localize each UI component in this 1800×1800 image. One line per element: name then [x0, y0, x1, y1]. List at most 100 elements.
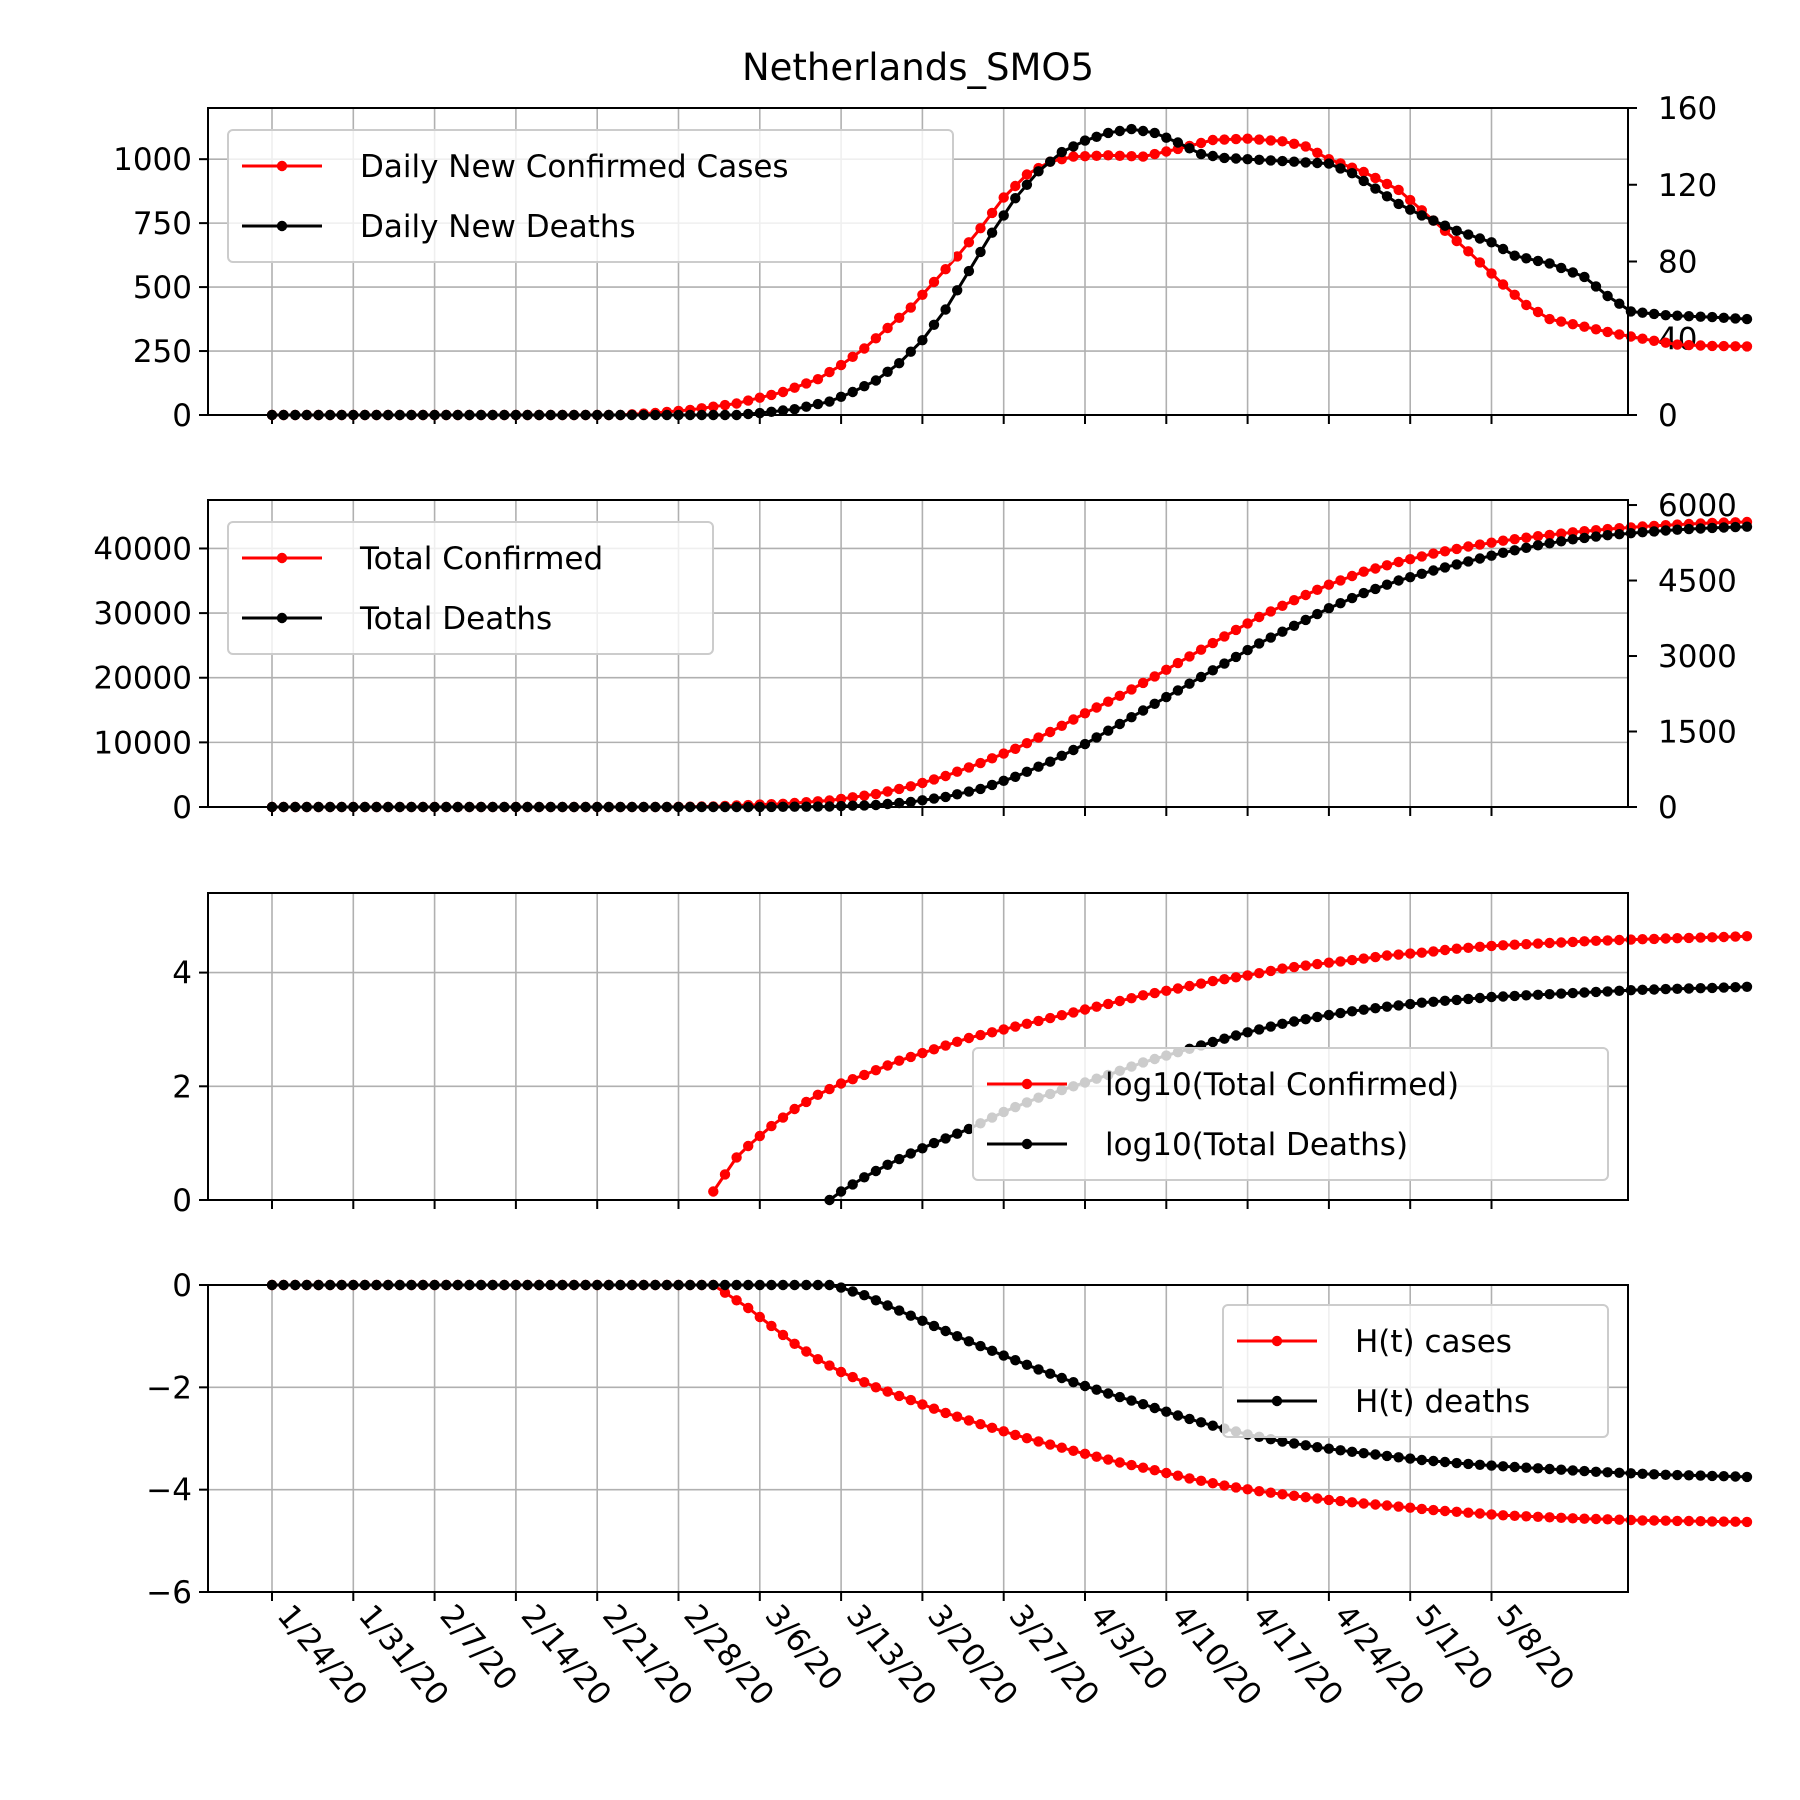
y-left-tick-label: 20000	[93, 661, 192, 697]
data-point	[1033, 166, 1044, 177]
data-point	[1544, 258, 1555, 269]
data-point	[882, 1300, 893, 1311]
data-point	[824, 366, 835, 378]
data-point	[1683, 1470, 1695, 1481]
x-tick-label: 5/8/20	[1489, 1598, 1581, 1698]
data-point	[1474, 1459, 1486, 1471]
data-point	[812, 1089, 824, 1101]
data-point	[1474, 1508, 1486, 1519]
data-point	[1219, 631, 1230, 642]
data-point	[1219, 1480, 1230, 1491]
data-point	[1254, 611, 1265, 623]
data-point	[963, 265, 975, 277]
data-point	[1718, 522, 1730, 533]
data-point	[1300, 960, 1311, 971]
data-point	[1230, 1482, 1242, 1493]
data-point	[1033, 1436, 1044, 1447]
data-point	[1091, 732, 1102, 743]
data-point	[1195, 148, 1207, 160]
data-point	[1021, 1359, 1033, 1371]
data-point	[1614, 934, 1625, 946]
data-point	[789, 1103, 800, 1115]
data-point	[975, 1029, 986, 1041]
legend-swatch-marker	[276, 612, 288, 624]
data-point	[1497, 243, 1509, 255]
data-point	[1103, 1388, 1114, 1399]
y-left-tick-label: 30000	[93, 596, 192, 632]
data-point	[998, 192, 1009, 203]
data-point	[1683, 311, 1695, 322]
data-point	[1648, 933, 1660, 945]
data-point	[1103, 127, 1114, 139]
data-point	[1300, 1492, 1311, 1503]
data-point	[1637, 1468, 1648, 1480]
data-point	[1544, 529, 1555, 541]
data-point	[1683, 983, 1695, 994]
y-left-tick-label: 750	[133, 206, 192, 242]
data-point	[1137, 125, 1149, 137]
data-point	[1021, 1433, 1033, 1444]
data-point	[1207, 1420, 1219, 1431]
data-point	[1660, 983, 1671, 995]
series-log10-total-confirmed	[708, 931, 1753, 1197]
data-point	[1416, 551, 1428, 562]
legend: Daily New Confirmed Cases Daily New Death…	[227, 129, 954, 263]
data-point	[1195, 644, 1207, 655]
data-point	[1439, 995, 1451, 1006]
data-point	[1068, 151, 1079, 162]
data-point	[1486, 940, 1497, 952]
data-point	[1579, 1513, 1590, 1524]
data-point	[1056, 1442, 1068, 1453]
data-point	[1207, 1478, 1219, 1489]
data-point	[1637, 934, 1648, 945]
data-point	[1091, 1384, 1102, 1395]
data-point	[1497, 279, 1509, 290]
data-point	[917, 1047, 928, 1059]
data-point	[1660, 1515, 1671, 1526]
data-point	[1381, 1500, 1393, 1511]
data-point	[1567, 267, 1579, 278]
data-point	[1590, 324, 1602, 335]
data-point	[1405, 1502, 1416, 1513]
data-point	[1718, 340, 1730, 352]
data-point	[1497, 535, 1509, 546]
data-point	[1242, 618, 1253, 629]
legend: log10(Total Confirmed) log10(Total Deaths…	[972, 1047, 1609, 1181]
data-point	[952, 285, 963, 296]
data-point	[1660, 310, 1671, 321]
data-point	[882, 1060, 893, 1071]
data-point	[1695, 311, 1706, 322]
data-point	[1718, 1471, 1730, 1482]
data-point	[1370, 1499, 1381, 1510]
data-point	[1056, 146, 1068, 158]
data-point	[1579, 987, 1590, 998]
data-point	[1532, 255, 1544, 267]
data-point	[1602, 935, 1613, 946]
data-point	[1474, 233, 1486, 244]
data-point	[1091, 1451, 1102, 1462]
data-point	[1509, 990, 1520, 1002]
data-point	[1579, 1465, 1590, 1477]
y-right-tick-label: 1500	[1658, 715, 1737, 751]
y-left-tick-label: 250	[133, 334, 192, 370]
data-point	[1230, 651, 1242, 663]
data-point	[1312, 1442, 1323, 1453]
data-point	[1114, 1457, 1126, 1468]
data-point	[963, 1032, 975, 1044]
data-point	[766, 389, 777, 401]
data-point	[1219, 658, 1230, 669]
data-point	[1393, 198, 1404, 210]
data-point	[1137, 1399, 1149, 1410]
data-point	[859, 1377, 870, 1388]
data-point	[1312, 584, 1323, 595]
data-point	[1010, 771, 1021, 782]
data-point	[1161, 691, 1172, 703]
data-point	[882, 366, 893, 377]
data-point	[1474, 539, 1486, 550]
data-point	[1463, 993, 1474, 1005]
data-point	[1149, 148, 1160, 160]
data-point	[1463, 1458, 1474, 1470]
data-point	[1184, 980, 1195, 992]
data-point	[1602, 1467, 1613, 1478]
